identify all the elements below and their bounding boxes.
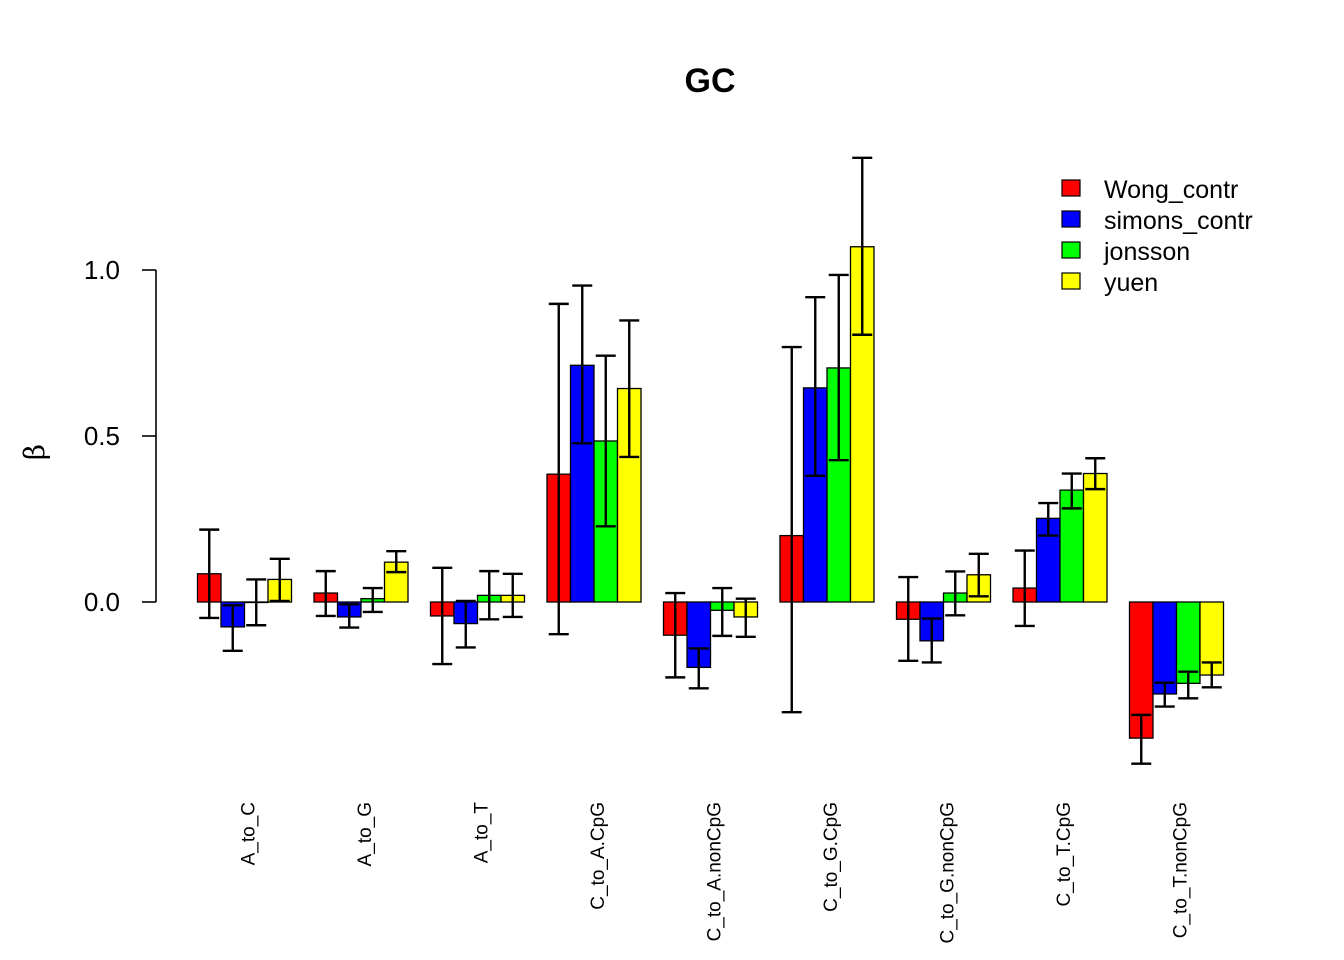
error-bar-simons_contr-C_to_A.CpG	[572, 284, 593, 445]
category-label-C_to_G.nonCpG: C_to_G.nonCpG	[938, 802, 959, 944]
legend-label: Wong_contr	[1104, 176, 1238, 204]
y-axis: 0.0 0.5 1.0	[84, 255, 157, 617]
error-bar-jonsson-C_to_G.CpG	[828, 273, 849, 462]
category-label-A_to_G: A_to_G	[355, 802, 376, 866]
error-bar-jonsson-C_to_G.nonCpG	[945, 570, 966, 617]
error-bar-simons_contr-A_to_C	[222, 604, 243, 653]
bars	[196, 246, 1225, 739]
error-bar-Wong_contr-C_to_T.nonCpG	[1131, 713, 1152, 765]
error-bar-jonsson-A_to_G	[362, 586, 383, 614]
legend-swatch	[1061, 241, 1081, 259]
error-bar-simons_contr-A_to_T	[455, 599, 476, 649]
error-bar-jonsson-A_to_C	[246, 578, 267, 627]
error-bar-jonsson-C_to_T.CpG	[1061, 472, 1082, 510]
error-bar-Wong_contr-C_to_A.CpG	[548, 302, 569, 636]
error-bar-yuen-C_to_A.CpG	[619, 319, 640, 459]
error-bar-jonsson-A_to_T	[479, 569, 500, 621]
category-label-C_to_A.nonCpG: C_to_A.nonCpG	[705, 802, 726, 941]
legend-item-jonsson: jonsson	[1061, 238, 1190, 266]
error-bar-Wong_contr-A_to_C	[199, 528, 220, 620]
legend-label: yuen	[1104, 269, 1158, 297]
legend-swatch	[1061, 179, 1081, 197]
error-bar-simons_contr-A_to_G	[339, 603, 360, 629]
y-axis-label: β	[18, 444, 51, 460]
y-tick-label: 0.0	[84, 587, 120, 617]
error-bar-jonsson-C_to_A.CpG	[595, 354, 616, 528]
error-bar-simons_contr-C_to_G.CpG	[805, 296, 826, 478]
error-bar-simons_contr-C_to_T.nonCpG	[1154, 681, 1175, 708]
error-bar-simons_contr-C_to_G.nonCpG	[921, 617, 942, 664]
legend-label: jonsson	[1103, 238, 1190, 266]
error-bar-simons_contr-C_to_A.nonCpG	[688, 647, 709, 690]
error-bar-Wong_contr-C_to_T.CpG	[1014, 549, 1035, 628]
category-label-C_to_A.CpG: C_to_A.CpG	[588, 802, 609, 910]
error-bar-Wong_contr-C_to_A.nonCpG	[665, 591, 686, 679]
bar-simons_contr-C_to_T.nonCpG	[1152, 601, 1178, 695]
error-bar-Wong_contr-A_to_G	[315, 569, 336, 618]
error-bar-yuen-C_to_G.nonCpG	[968, 552, 989, 598]
error-bar-Wong_contr-A_to_T	[432, 566, 453, 666]
error-bars	[199, 156, 1222, 765]
legend-swatch	[1061, 210, 1081, 228]
error-bar-yuen-C_to_T.CpG	[1085, 457, 1106, 491]
error-bar-Wong_contr-C_to_G.nonCpG	[898, 575, 919, 662]
error-bar-yuen-A_to_G	[386, 550, 407, 574]
error-bar-jonsson-C_to_A.nonCpG	[712, 586, 733, 638]
legend-label: simons_contr	[1104, 207, 1253, 235]
error-bar-yuen-C_to_A.nonCpG	[735, 597, 756, 639]
category-label-A_to_T: A_to_T	[472, 802, 493, 864]
legend-item-simons_contr: simons_contr	[1061, 207, 1253, 235]
y-tick-label: 1.0	[84, 255, 120, 285]
legend-swatch	[1061, 272, 1081, 290]
category-label-C_to_T.CpG: C_to_T.CpG	[1054, 802, 1075, 907]
category-label-C_to_G.CpG: C_to_G.CpG	[821, 802, 842, 912]
error-bar-yuen-A_to_T	[502, 572, 523, 619]
error-bar-yuen-A_to_C	[269, 557, 290, 603]
legend-item-yuen: yuen	[1061, 269, 1158, 297]
error-bar-simons_contr-C_to_T.CpG	[1038, 501, 1059, 537]
y-tick-label: 0.5	[84, 421, 120, 451]
category-label-C_to_T.nonCpG: C_to_T.nonCpG	[1171, 802, 1192, 938]
chart-title: GC	[685, 62, 736, 100]
error-bar-yuen-C_to_T.nonCpG	[1201, 661, 1222, 689]
error-bar-Wong_contr-C_to_G.CpG	[781, 345, 802, 714]
legend-item-Wong_contr: Wong_contr	[1061, 176, 1238, 204]
error-bar-yuen-C_to_G.CpG	[852, 156, 873, 336]
error-bar-jonsson-C_to_T.nonCpG	[1178, 670, 1199, 700]
category-labels: A_to_C A_to_G A_to_T C_to_A.CpG C_to_A.nonCp…	[239, 802, 1192, 944]
category-label-A_to_C: A_to_C	[239, 802, 260, 865]
bar-yuen-C_to_T.CpG	[1082, 472, 1108, 603]
